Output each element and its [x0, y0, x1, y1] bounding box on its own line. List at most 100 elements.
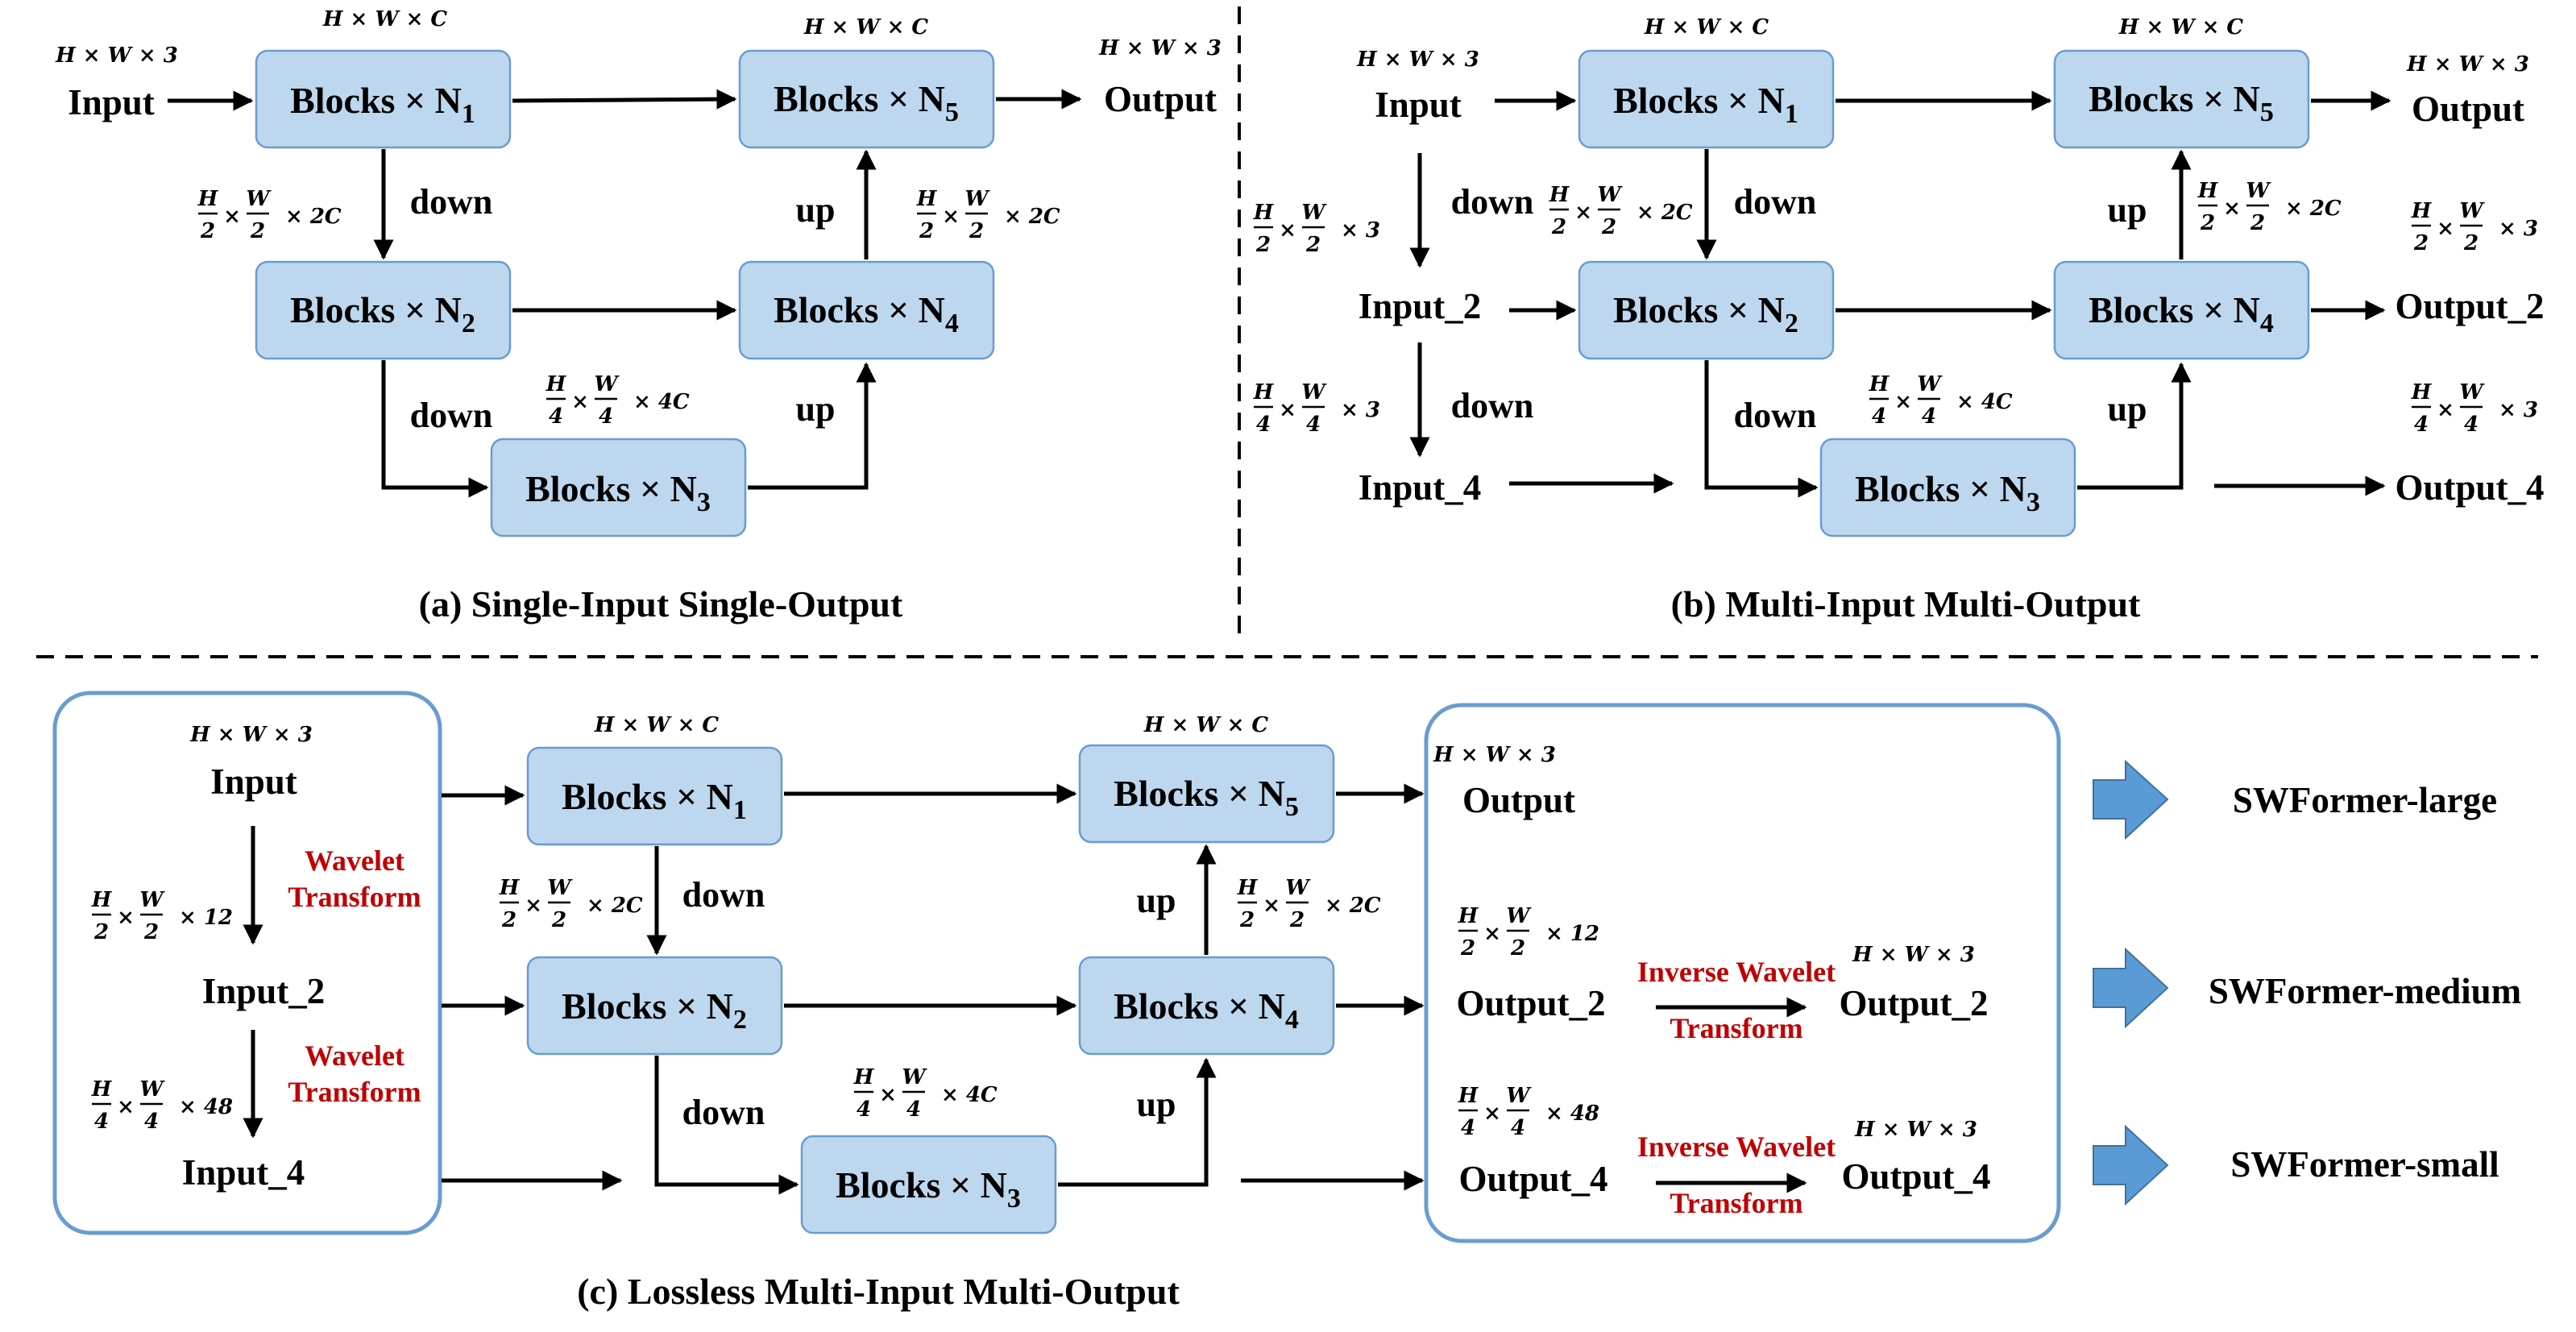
wavelet-transform-label: Wavelet: [305, 1039, 404, 1072]
block-n1: Blocks × N1: [255, 49, 512, 149]
block5-dim-label: H × W × C: [1143, 713, 1269, 737]
svg-text:Blocks × N4: Blocks × N4: [1114, 986, 1299, 1035]
swformer-large-label: SWFormer-large: [2233, 780, 2497, 820]
inverse-wavelet-label: Transform: [1670, 1012, 1802, 1044]
output-dim-label: H × W × 3: [1854, 1118, 1977, 1142]
input-label: Input: [1375, 85, 1462, 125]
svg-text:Blocks × N2: Blocks × N2: [1613, 289, 1798, 338]
block-n3: Blocks × N3: [490, 438, 747, 537]
right-arrow-icon: [2093, 759, 2169, 840]
dim-quarter-4c: [544, 371, 691, 430]
input-group-frame: [52, 691, 442, 1235]
caption-c: (c) Lossless Multi-Input Multi-Output: [577, 1271, 1180, 1312]
output-dim-label: H × W × 3: [1852, 943, 1975, 967]
output-group-frame: [1424, 703, 2061, 1243]
dim-quarter-4c: [1867, 371, 2014, 430]
block-n2: Blocks × N2: [526, 956, 783, 1056]
dim-quarter-3: [2409, 379, 2540, 438]
up-label: up: [796, 389, 836, 429]
svg-text:Blocks × N5: Blocks × N5: [1114, 773, 1299, 822]
dim-half-2c: [915, 185, 1062, 245]
down-label: down: [1451, 182, 1534, 222]
input-4-label: Input_4: [1359, 467, 1482, 508]
down-label: down: [1451, 386, 1534, 425]
block5-dim-label: H × W × C: [803, 15, 929, 39]
input-2-label: Input_2: [1359, 286, 1482, 326]
dim-half-2c: [196, 185, 343, 245]
block-n2: Blocks × N2: [255, 260, 512, 360]
output-4-label: Output_4: [1841, 1156, 1990, 1197]
up-label: up: [2108, 389, 2147, 429]
output-2-label: Output_2: [2395, 286, 2544, 326]
inverse-wavelet-label: Transform: [1670, 1187, 1802, 1219]
swformer-medium-label: SWFormer-medium: [2209, 971, 2521, 1011]
input-label: Input: [68, 82, 155, 122]
up-label: up: [1137, 881, 1176, 920]
dim-quarter-48: [1456, 1082, 1601, 1142]
dim-half-2c: [2196, 177, 2343, 237]
input-2-label: Input_2: [202, 971, 326, 1011]
output-4-label: Output_4: [2395, 467, 2544, 508]
wavelet-transform-label: Transform: [288, 1076, 421, 1108]
dim-half-2c: [1235, 874, 1383, 934]
svg-text:Blocks × N1: Blocks × N1: [1613, 80, 1798, 129]
dim-half-3: [1251, 199, 1382, 259]
output-2-label: Output_2: [1456, 983, 1605, 1023]
up-label: up: [2108, 190, 2147, 230]
block-n4: Blocks × N4: [2053, 260, 2310, 360]
up-label: up: [796, 190, 836, 230]
svg-text:Blocks × N1: Blocks × N1: [562, 776, 747, 825]
block1-dim-label: H × W × C: [1644, 15, 1769, 39]
wavelet-transform-label: Transform: [288, 881, 421, 913]
block-n3: Blocks × N3: [800, 1135, 1057, 1234]
svg-text:Blocks × N2: Blocks × N2: [290, 289, 475, 338]
block-n1: Blocks × N1: [526, 746, 783, 846]
svg-text:Blocks × N3: Blocks × N3: [1855, 468, 2040, 517]
caption-a: (a) Single-Input Single-Output: [419, 583, 903, 625]
block-n5: Blocks × N5: [738, 49, 995, 149]
block-n2: Blocks × N2: [1578, 260, 1835, 360]
svg-text:Blocks × N1: Blocks × N1: [290, 80, 475, 129]
output-dim-label: H × W × 3: [1433, 743, 1556, 767]
output-dim-label: H × W × 3: [2406, 52, 2529, 77]
up-label: up: [1137, 1085, 1176, 1124]
svg-text:Blocks × N2: Blocks × N2: [562, 986, 747, 1035]
block1-dim-label: H × W × C: [594, 713, 720, 737]
wavelet-transform-label: Wavelet: [305, 844, 404, 877]
right-arrow-icon: [2093, 1124, 2169, 1206]
inverse-wavelet-label: Inverse Wavelet: [1637, 1131, 1836, 1163]
caption-b: (b) Multi-Input Multi-Output: [1671, 583, 2141, 625]
input-label: Input: [210, 761, 297, 802]
output-label: Output: [1462, 780, 1575, 820]
block-n5: Blocks × N5: [2053, 49, 2310, 149]
output-4-label: Output_4: [1458, 1159, 1607, 1199]
svg-text:Blocks × N4: Blocks × N4: [774, 289, 959, 338]
svg-text:Blocks × N5: Blocks × N5: [774, 78, 959, 127]
down-label: down: [682, 1093, 765, 1132]
block-n4: Blocks × N4: [738, 260, 995, 360]
input-4-label: Input_4: [182, 1152, 305, 1193]
down-label: down: [410, 182, 493, 222]
dim-half-12: [89, 886, 234, 946]
down-label: down: [682, 875, 765, 915]
dim-half-12: [1456, 903, 1601, 962]
dim-half-2c: [497, 874, 645, 934]
block5-dim-label: H × W × C: [2118, 15, 2244, 39]
dim-quarter-48: [89, 1076, 234, 1135]
output-2-label: Output_2: [1839, 983, 1988, 1023]
block-n3: Blocks × N3: [1819, 438, 2076, 537]
output-dim-label: H × W × 3: [1098, 36, 1222, 60]
block1-dim-label: H × W × C: [322, 7, 448, 31]
down-label: down: [1734, 182, 1817, 222]
input-dim-label: H × W × 3: [55, 44, 178, 68]
dim-quarter-3: [1251, 379, 1382, 438]
panel-b: H × W × 3 Input H × W × C Blocks × N1 Bl…: [1251, 15, 2545, 625]
block-n4: Blocks × N4: [1078, 956, 1335, 1056]
svg-text:Blocks × N3: Blocks × N3: [836, 1164, 1021, 1214]
right-arrow-icon: [2093, 947, 2169, 1029]
dim-half-2c: [1547, 181, 1695, 241]
svg-text:Blocks × N5: Blocks × N5: [2089, 78, 2274, 127]
down-label: down: [1734, 396, 1817, 435]
block-n5: Blocks × N5: [1078, 744, 1335, 844]
